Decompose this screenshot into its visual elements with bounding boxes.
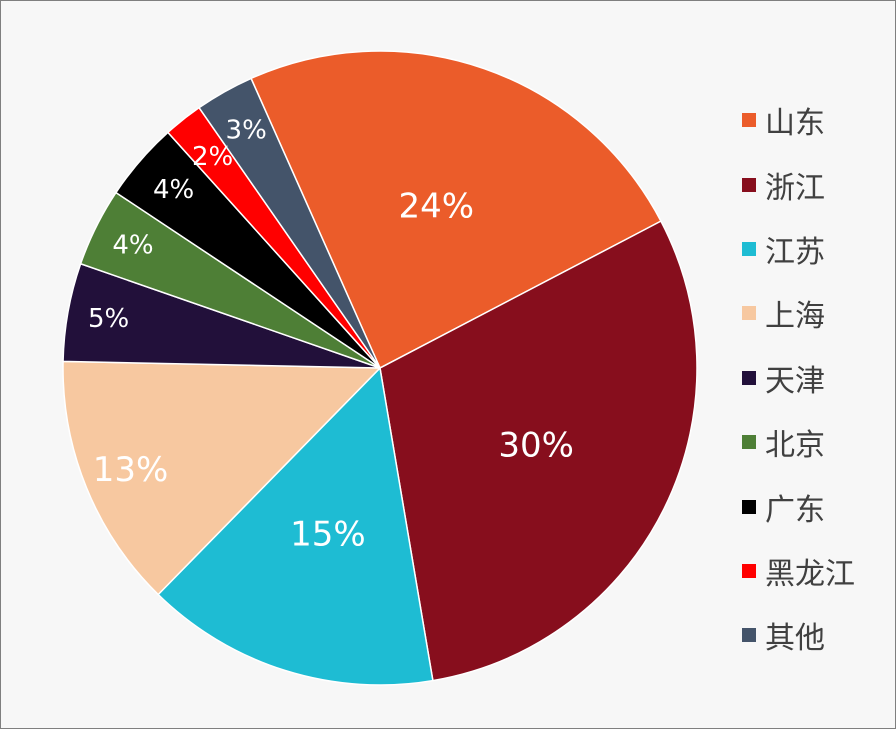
legend-label: 其他 [765, 621, 825, 657]
legend-item: 天津 [742, 346, 892, 410]
legend-label: 天津 [765, 363, 825, 399]
data-label-4: 5% [88, 304, 129, 334]
pie-data-labels: 24%30%15%13%5%4%4%2%3% [88, 115, 574, 554]
pie-slice-8 [198, 77, 381, 369]
legend-swatch [742, 499, 756, 514]
legend-label: 上海 [765, 299, 825, 335]
data-label-6: 4% [153, 175, 194, 205]
legend-item: 其他 [742, 603, 892, 667]
legend-label: 浙江 [765, 170, 825, 206]
legend-label: 黑龙江 [765, 556, 855, 592]
data-label-7: 2% [192, 142, 233, 172]
legend-item: 山东 [742, 88, 892, 152]
legend-swatch [742, 435, 756, 450]
legend-swatch [742, 113, 756, 128]
legend-label: 江苏 [765, 234, 825, 270]
legend-label: 山东 [765, 106, 825, 142]
data-label-5: 4% [112, 230, 153, 260]
legend-swatch [742, 306, 756, 321]
data-label-8: 3% [226, 115, 267, 145]
legend-swatch [742, 628, 756, 643]
legend-item: 江苏 [742, 217, 892, 281]
legend-item: 黑龙江 [742, 539, 892, 603]
pie-slice-2 [157, 366, 434, 686]
legend: 山东浙江江苏上海天津北京广东黑龙江其他 [742, 88, 892, 668]
legend-label: 广东 [765, 492, 825, 528]
pie-slice-3 [62, 360, 382, 596]
legend-swatch [742, 177, 756, 192]
legend-label: 北京 [765, 428, 825, 464]
pie-slice-1 [379, 220, 698, 682]
data-label-2: 15% [290, 514, 366, 554]
legend-swatch [742, 370, 756, 385]
legend-item: 浙江 [742, 152, 892, 216]
data-label-3: 13% [93, 450, 169, 490]
legend-item: 上海 [742, 281, 892, 345]
legend-item: 广东 [742, 474, 892, 538]
legend-swatch [742, 563, 756, 578]
data-label-1: 30% [498, 426, 574, 466]
pie-slices [62, 50, 698, 686]
legend-swatch [742, 241, 756, 256]
data-label-0: 24% [399, 186, 475, 226]
legend-item: 北京 [742, 410, 892, 474]
pie-slice-0 [250, 50, 662, 370]
